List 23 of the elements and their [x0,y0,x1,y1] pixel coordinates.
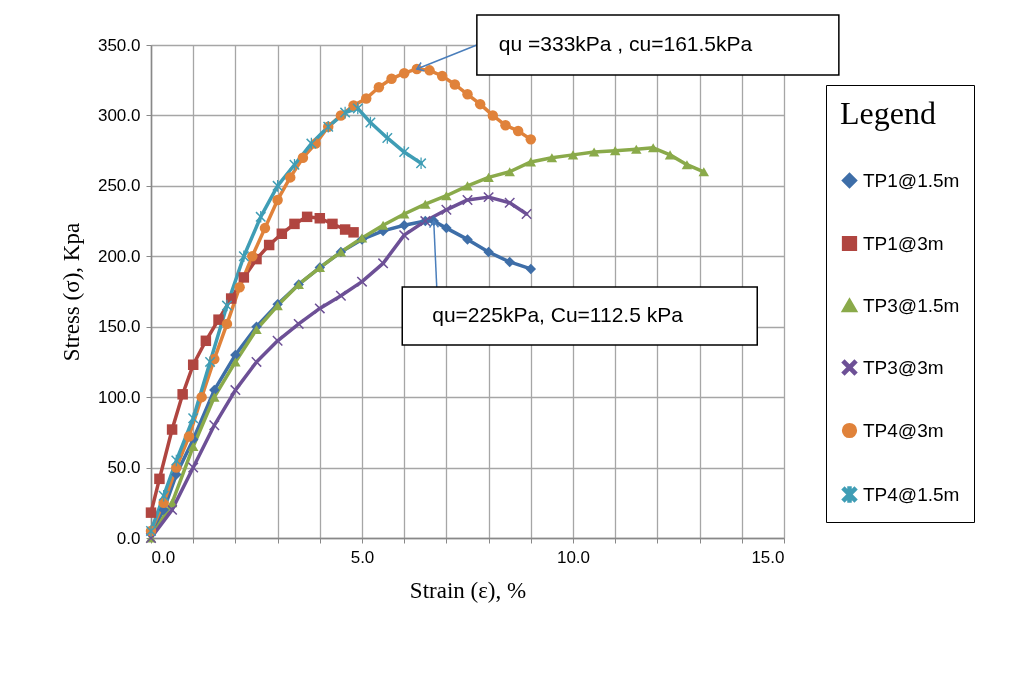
y-tick-label: 350.0 [97,35,141,55]
x-tick-label: 0.0 [151,547,176,567]
legend-label: TP1@3m [863,232,944,254]
y-tick-label: 300.0 [97,105,141,125]
y-tick-label: 150.0 [97,317,141,337]
y-tick-label: 50.0 [107,458,141,478]
x-tick-label: 5.0 [350,547,375,567]
legend-title: Legend [840,95,936,131]
y-tick-label: 100.0 [97,387,141,407]
legend-label: TP4@3m [863,419,944,441]
y-tick-label: 0.0 [116,528,141,548]
y-tick-label: 250.0 [97,176,141,196]
x-axis-title: Strain (ε), % [409,577,527,603]
x-tick-label: 10.0 [556,547,591,567]
x-tick-label: 15.0 [751,547,785,567]
y-tick-label: 200.0 [97,246,141,266]
legend-label: TP1@1.5m [863,169,960,191]
legend-label: TP3@1.5m [863,294,960,316]
annotation: qu=225kPa, Cu=112.5 kPa [432,303,684,327]
annotation: qu =333kPa , cu=161.5kPa [498,31,753,55]
y-axis-title: Stress (σ), Kpa [58,222,84,362]
legend-label: TP3@3m [863,356,944,378]
legend-label: TP4@1.5m [863,483,960,505]
